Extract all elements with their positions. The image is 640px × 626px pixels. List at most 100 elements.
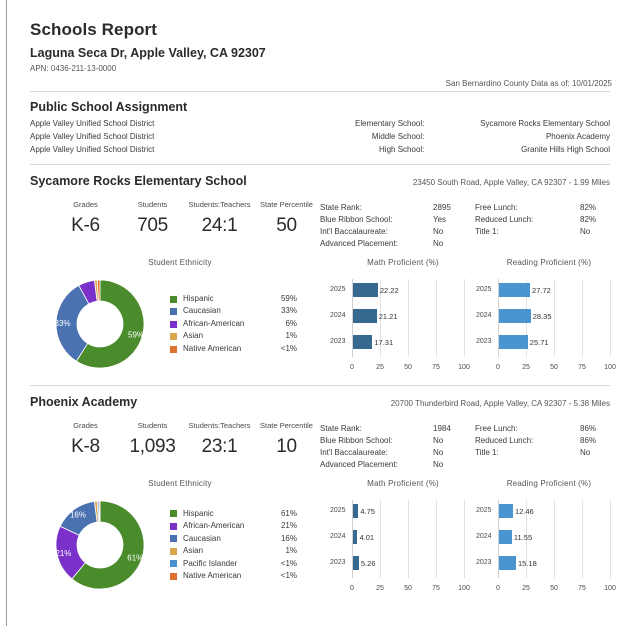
legend-label: Asian (183, 331, 204, 341)
donut-slice-label: 21% (55, 549, 71, 558)
legend-label: Hispanic (183, 508, 214, 518)
page-title: Schools Report (30, 20, 158, 39)
property-address: Laguna Seca Dr, Apple Valley, CA 92307 (30, 46, 266, 60)
gridline (436, 500, 437, 578)
donut-slice (96, 279, 101, 302)
assignment-school-link[interactable]: Sycamore Rocks Elementary School (480, 119, 610, 128)
ethnicity-donut-chart: 61% 21% 16% (55, 500, 145, 590)
school-block: Phoenix Academy 20700 Thunderbird Road, A… (30, 395, 622, 596)
metric-value: 23:1 (201, 436, 238, 457)
detail-key: Reduced Lunch: (475, 215, 534, 224)
ethnicity-chart-wrap: 59% 33% Hispanic 59% Caucasian 33% African-Ame… (30, 273, 330, 375)
key-metric: Grades K-8 (52, 421, 119, 458)
metric-value: 10 (276, 436, 297, 457)
legend-swatch-icon (170, 560, 177, 568)
metric-value: K-6 (71, 215, 100, 236)
legend-percent: <1% (280, 343, 297, 353)
school-name[interactable]: Phoenix Academy (30, 395, 138, 409)
bar-category-label: 2025 (476, 507, 492, 514)
detail-value: No (580, 448, 591, 457)
county-data-asof: San Bernardino County Data as of: 10/01/… (445, 79, 612, 88)
detail-value: Yes (433, 215, 447, 224)
legend-label: African-American (183, 318, 245, 328)
x-axis-tick-label: 25 (522, 364, 530, 371)
legend-percent: 61% (280, 508, 297, 518)
detail-value: 2895 (433, 203, 451, 212)
detail-row: Reduced Lunch: 86% (475, 435, 610, 447)
math-proficient-chart-panel: Math Proficient (%) 0 25 50 75 100 2025 4.75 202… (330, 479, 476, 596)
gridline (554, 279, 555, 357)
school-name[interactable]: Sycamore Rocks Elementary School (30, 174, 247, 188)
bar-value-label: 22.22 (379, 286, 399, 295)
assignment-district: Apple Valley Unified School District (30, 145, 155, 154)
legend-swatch-icon (170, 535, 177, 543)
math-proficient-plot-area: 0 25 50 75 100 2025 4.75 2024 4.01 2023 5.26 (330, 496, 476, 592)
bar (499, 309, 531, 323)
donut-slice (75, 279, 145, 369)
x-axis-tick-label: 25 (522, 585, 530, 592)
detail-row: Int'l Baccalaureate: No (320, 447, 475, 459)
gridline (498, 279, 499, 357)
bar (499, 335, 528, 349)
metric-caption: State Percentile (260, 200, 313, 209)
gridline (436, 279, 437, 357)
detail-value: No (433, 448, 444, 457)
assignment-district: Apple Valley Unified School District (30, 132, 155, 141)
legend-swatch-icon (170, 522, 177, 530)
x-axis-tick-label: 100 (604, 585, 616, 592)
metric-value: 50 (276, 215, 297, 236)
bar-category-label: 2025 (330, 507, 346, 514)
bar-value-label: 28.35 (532, 312, 552, 321)
detail-row: Blue Ribbon School: Yes (320, 214, 475, 226)
detail-value: No (580, 227, 591, 236)
bar-category-label: 2023 (330, 338, 346, 345)
key-metrics: Grades K-6 Students 705 Students:Teachers 24:… (30, 200, 320, 237)
donut-slice (98, 500, 101, 523)
bar (353, 309, 377, 323)
detail-value: 1984 (433, 424, 451, 433)
legend-swatch-icon (170, 320, 177, 328)
gridline (610, 500, 611, 578)
gridline (464, 500, 465, 578)
metric-value: K-8 (71, 436, 100, 457)
bar-category-label: 2025 (476, 286, 492, 293)
school-details-left: State Rank: 2895 Blue Ribbon School: Yes Int… (320, 200, 475, 250)
metric-value: 1,093 (129, 436, 176, 457)
detail-row: State Rank: 2895 (320, 202, 475, 214)
bar-category-label: 2023 (476, 338, 492, 345)
bar-category-label: 2024 (330, 533, 346, 540)
metric-caption: Students (137, 421, 168, 430)
detail-value: 82% (580, 215, 597, 224)
legend-label: Asian (183, 546, 204, 555)
legend-item: Asian 1% (170, 330, 297, 343)
school-assignment-table: Apple Valley Unified School District Elem… (30, 117, 610, 156)
legend-percent: 59% (280, 293, 297, 303)
x-axis-tick-label: 0 (350, 585, 354, 592)
bar (353, 335, 373, 349)
bar (499, 556, 516, 570)
assignment-row: Apple Valley Unified School District Midd… (30, 130, 610, 143)
bar (499, 504, 513, 518)
x-axis-tick-label: 75 (578, 364, 586, 371)
x-axis-tick-label: 0 (350, 364, 354, 371)
x-axis-tick-label: 50 (550, 585, 558, 592)
detail-row: Advanced Placement: No (320, 238, 475, 250)
detail-row: Reduced Lunch: 82% (475, 214, 610, 226)
assignment-school-link[interactable]: Granite Hills High School (521, 145, 610, 154)
ethnicity-legend: Hispanic 61% African-American 21% Caucasian 1… (170, 508, 297, 583)
key-metric: Students 1,093 (119, 421, 186, 458)
bar (353, 283, 378, 297)
bar (499, 530, 512, 544)
bar-value-label: 25.71 (529, 338, 549, 347)
gridline (554, 500, 555, 578)
assignment-school-link[interactable]: Phoenix Academy (545, 132, 610, 141)
gridline (464, 279, 465, 357)
key-metric: State Percentile 50 (253, 200, 320, 237)
legend-label: Caucasian (183, 533, 221, 543)
legend-percent: <1% (280, 571, 297, 580)
gridline (408, 279, 409, 357)
assignment-row: Apple Valley Unified School District High… (30, 143, 610, 156)
detail-row: Advanced Placement: No (320, 459, 475, 471)
legend-swatch-icon (170, 295, 177, 303)
